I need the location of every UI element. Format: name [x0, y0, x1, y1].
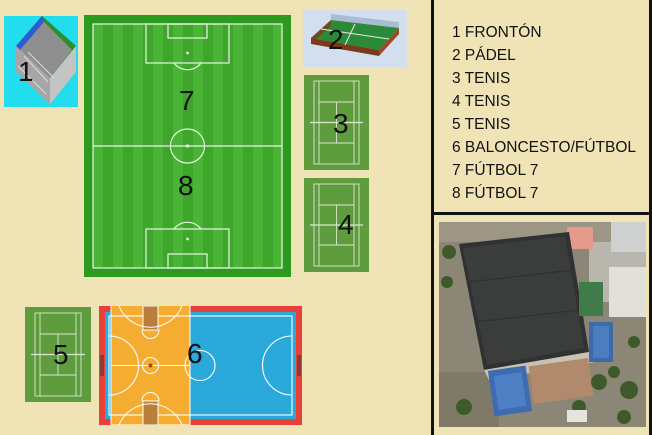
vertical-divider: [431, 0, 434, 435]
legend-item-7: 7 FÚTBOL 7: [452, 162, 539, 179]
facility-number-8: 8: [178, 170, 194, 201]
tennis-court-4-drawing: [310, 183, 363, 267]
legend-item-6: 6 BALONCESTO/FÚTBOL: [452, 139, 637, 156]
facility-number-6: 6: [187, 338, 203, 369]
legend-item-8: 8 FÚTBOL 7: [452, 185, 539, 202]
football-field: [84, 15, 291, 277]
football-field-drawing: [84, 15, 291, 277]
tennis-court-4: [304, 178, 369, 272]
aerial-photo: [439, 222, 646, 427]
facility-legend: 1 FRONTÓN 2 PÁDEL 3 TENIS 4 TENIS 5 TENI…: [452, 21, 636, 205]
multisport-court-drawing: [99, 301, 302, 426]
padel-image: [303, 10, 407, 67]
facility-number-4: 4: [338, 209, 354, 240]
horizontal-divider: [431, 212, 652, 215]
facility-number-7: 7: [179, 85, 195, 116]
tennis-court-3: [304, 75, 369, 170]
legend-item-5: 5 TENIS: [452, 116, 511, 133]
padel-drawing: [311, 14, 399, 56]
facility-number-5: 5: [53, 339, 69, 370]
legend-item-2: 2 PÁDEL: [452, 47, 516, 64]
aerial-photo-drawing: [439, 222, 646, 427]
facility-number-1: 1: [18, 56, 34, 87]
fronton-image: [4, 16, 78, 107]
right-border: [649, 0, 652, 435]
legend-item-1: 1 FRONTÓN: [452, 24, 542, 41]
legend-item-3: 3 TENIS: [452, 70, 511, 87]
tennis-court-5-drawing: [31, 312, 85, 397]
facility-number-2: 2: [328, 24, 344, 55]
tennis-court-5: [25, 307, 91, 402]
multisport-court: [99, 301, 302, 426]
fronton-drawing: [16, 16, 76, 104]
facility-number-3: 3: [333, 108, 349, 139]
legend-item-4: 4 TENIS: [452, 93, 511, 110]
tennis-court-3-drawing: [310, 80, 363, 165]
